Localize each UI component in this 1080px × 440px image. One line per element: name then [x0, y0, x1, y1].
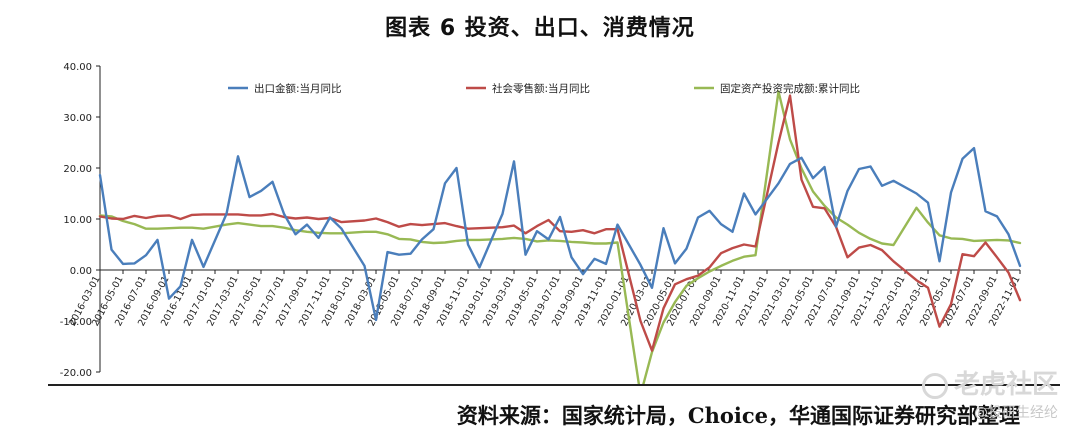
y-tick-label: 30.00: [63, 113, 92, 124]
y-tick-label: 40.00: [63, 62, 92, 73]
series-line-retail: [98, 94, 1022, 352]
series-line-export: [98, 146, 1022, 322]
line-chart: 40.0030.0020.0010.000.00-10.00-20.002016…: [60, 62, 1023, 397]
chart-area: 40.00 30.00 20.00 10.00 0.00 -10.00 -20.00 2016…: [48, 56, 1060, 397]
bottom-border-line: [48, 384, 1060, 386]
y-tick-label: 10.00: [63, 215, 92, 226]
watermark-logo-icon: [921, 372, 948, 399]
y-tick-label: -20.00: [60, 368, 92, 379]
watermark-handle: @投研生经纶: [974, 405, 1058, 421]
y-tick-label: -10.00: [60, 317, 92, 328]
watermark-text: 老虎社区: [953, 370, 1058, 400]
y-tick-label: 20.00: [63, 164, 92, 175]
chart-title: 图表 6 投资、出口、消费情况: [385, 16, 695, 41]
source-note: 资料来源：国家统计局，Choice，华通国际证券研究部整理: [456, 403, 1020, 428]
series-line-fai: [98, 90, 1022, 397]
legend-label-retail: 社会零售额:当月同比: [492, 82, 590, 95]
y-tick-label: 0.00: [70, 266, 92, 277]
watermark: 老虎社区: [921, 364, 1058, 401]
legend-label-fai: 固定资产投资完成额:累计同比: [720, 82, 860, 95]
legend-label-export: 出口金额:当月同比: [254, 82, 342, 95]
